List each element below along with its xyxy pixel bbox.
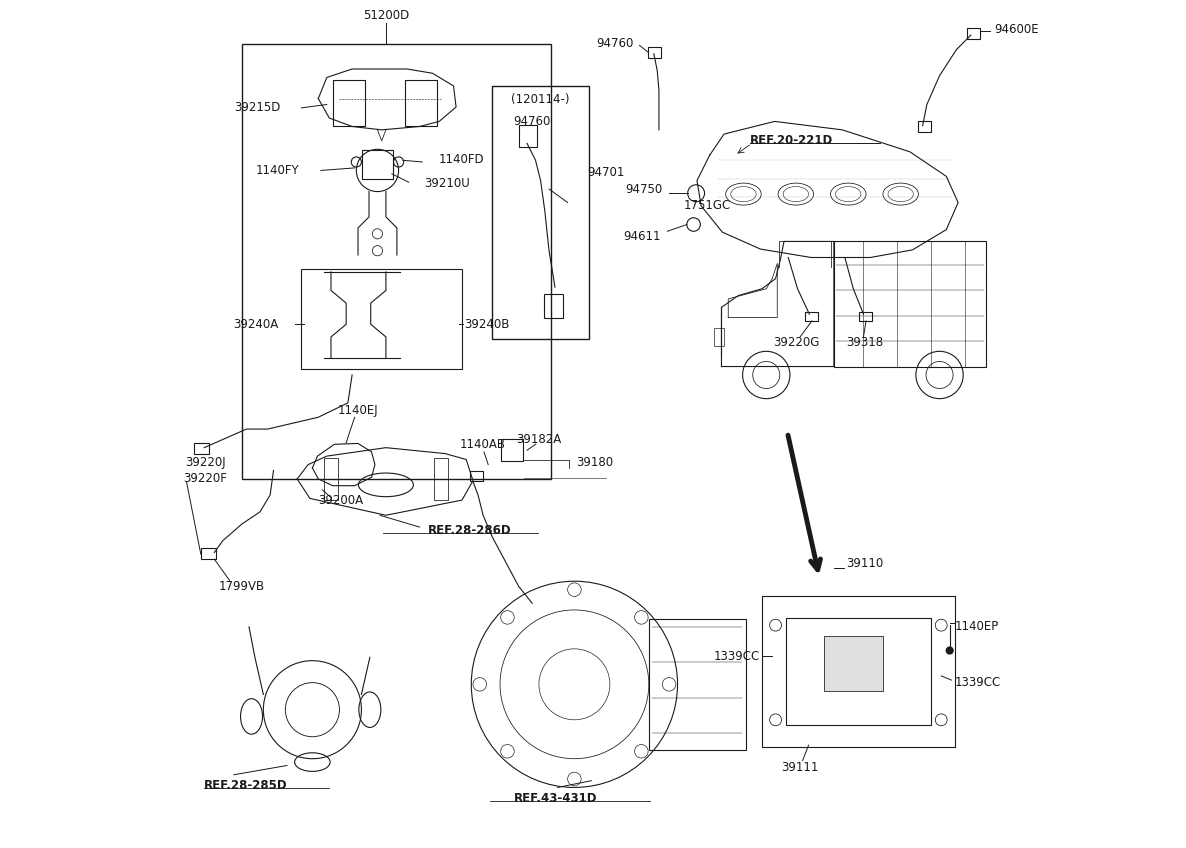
Text: 1799VB: 1799VB <box>218 580 264 593</box>
Text: 1140AB: 1140AB <box>460 438 506 451</box>
Text: 1751GC: 1751GC <box>683 199 731 213</box>
Text: 39240B: 39240B <box>465 318 510 331</box>
Text: 39215D: 39215D <box>234 102 280 114</box>
Text: 94701: 94701 <box>587 165 625 179</box>
Bar <box>859 312 872 321</box>
Text: 1140EJ: 1140EJ <box>338 404 378 417</box>
Text: REF.20-221D: REF.20-221D <box>751 133 834 147</box>
Text: 94611: 94611 <box>623 230 661 243</box>
Bar <box>200 549 216 559</box>
Bar <box>500 439 523 461</box>
Bar <box>648 47 662 58</box>
Text: (120114-): (120114-) <box>511 93 569 106</box>
Text: 39210U: 39210U <box>423 177 470 191</box>
Text: 94600E: 94600E <box>995 23 1039 36</box>
Text: 94760: 94760 <box>514 115 550 128</box>
Bar <box>491 86 588 339</box>
Text: 1140FY: 1140FY <box>255 164 299 177</box>
Text: 39240A: 39240A <box>234 318 279 331</box>
Text: 39220G: 39220G <box>773 337 820 349</box>
Text: REF.28-286D: REF.28-286D <box>428 524 512 537</box>
Text: 39220J: 39220J <box>185 455 227 469</box>
Bar <box>763 596 955 747</box>
Bar <box>805 312 818 321</box>
Bar <box>195 444 209 455</box>
Text: 1140FD: 1140FD <box>439 153 485 166</box>
Bar <box>918 121 931 131</box>
Text: 39200A: 39200A <box>319 494 364 506</box>
Text: 1140EP: 1140EP <box>955 621 999 633</box>
Bar <box>967 29 980 38</box>
Bar <box>434 458 447 500</box>
Text: 1339CC: 1339CC <box>713 650 759 663</box>
Bar <box>406 80 438 126</box>
Text: 1339CC: 1339CC <box>955 676 1001 689</box>
Bar <box>362 150 393 179</box>
Text: REF.43-431D: REF.43-431D <box>514 792 598 805</box>
Bar <box>301 270 463 369</box>
Bar <box>785 618 931 725</box>
Bar <box>834 242 986 366</box>
Text: 51200D: 51200D <box>363 9 409 22</box>
Text: 39318: 39318 <box>846 337 882 349</box>
Text: 39110: 39110 <box>847 557 884 570</box>
Text: 39182A: 39182A <box>516 432 561 446</box>
Bar <box>649 619 746 750</box>
Text: 94750: 94750 <box>625 182 662 196</box>
Bar <box>470 471 483 481</box>
Bar <box>544 294 562 317</box>
Circle shape <box>946 647 954 654</box>
Bar <box>518 125 537 147</box>
Bar <box>824 636 882 691</box>
Text: 39111: 39111 <box>782 761 818 773</box>
Bar <box>242 43 550 479</box>
Text: 94760: 94760 <box>597 37 633 50</box>
Text: 39220F: 39220F <box>183 472 227 485</box>
Bar <box>324 458 338 500</box>
Bar <box>714 327 723 346</box>
Text: 39180: 39180 <box>576 456 613 470</box>
Text: REF.28-285D: REF.28-285D <box>204 779 288 792</box>
Bar <box>332 80 365 126</box>
